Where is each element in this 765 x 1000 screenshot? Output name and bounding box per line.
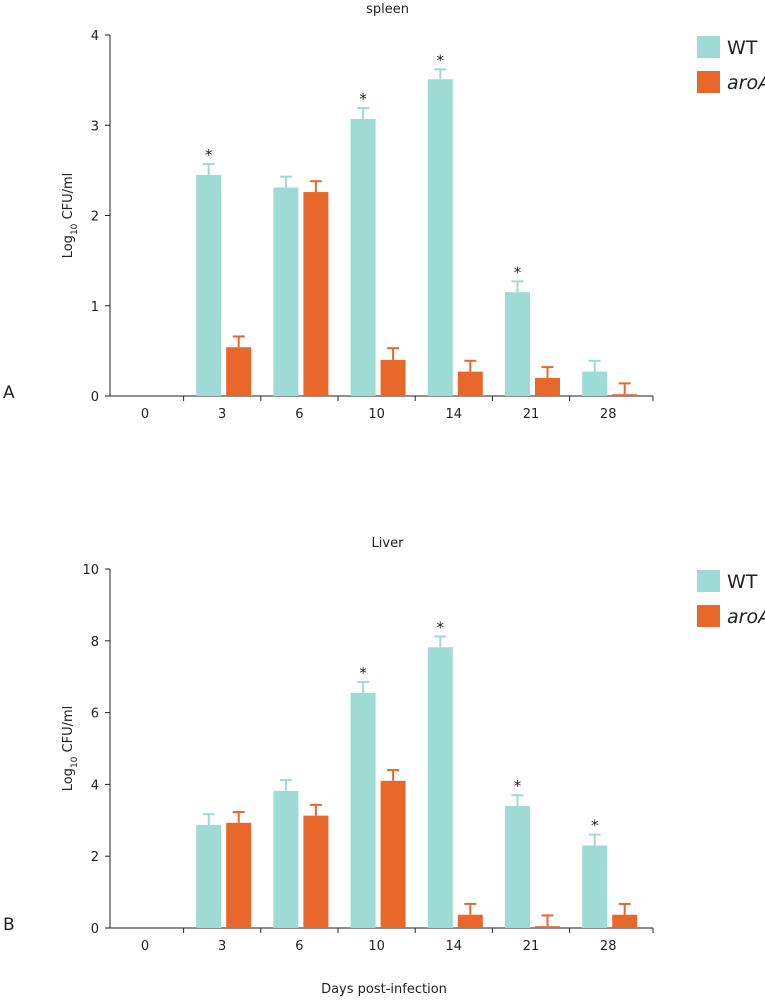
wt-bar <box>350 118 376 397</box>
wt-bar <box>505 805 530 928</box>
x-tick-label: 6 <box>295 407 303 422</box>
y-tick-label: 1 <box>91 300 99 315</box>
y-tick-label: 4 <box>91 29 99 44</box>
aroa-bar <box>457 914 483 928</box>
x-tick-label: 28 <box>600 407 617 422</box>
y-tick-label: 8 <box>91 635 99 650</box>
panel-letter: B <box>3 915 15 935</box>
y-tick-label: 2 <box>91 210 99 225</box>
y-tick-label: 2 <box>91 850 99 865</box>
wt-bar <box>273 187 299 396</box>
wt-bar <box>427 647 453 928</box>
significance-star: * <box>359 90 367 108</box>
aroa-bar <box>612 914 638 928</box>
significance-star: * <box>437 51 445 69</box>
x-tick-label: 3 <box>218 407 226 422</box>
y-tick-label: 4 <box>91 778 99 793</box>
panel-letter: A <box>3 383 15 403</box>
wt-bar <box>505 292 530 396</box>
wt-bar <box>582 371 608 396</box>
y-axis-label: Log10 CFU/ml <box>61 173 80 259</box>
aroa-bar <box>535 926 560 928</box>
significance-star: * <box>591 817 599 835</box>
x-tick-label: 28 <box>600 939 617 954</box>
aroa-bar <box>380 780 406 928</box>
chart-title: spleen <box>366 2 409 17</box>
significance-star: * <box>437 618 445 636</box>
legend-label-aroa: aroA <box>727 72 765 94</box>
x-tick-label: 14 <box>446 939 463 954</box>
aroa-bar <box>303 815 329 928</box>
legend-swatch-aroa <box>697 605 720 627</box>
legend-label-aroa: aroA <box>727 606 765 628</box>
aroa-bar <box>457 371 483 396</box>
aroa-bar <box>303 192 329 396</box>
x-tick-label: 0 <box>141 939 149 954</box>
wt-bar <box>427 79 453 396</box>
y-tick-label: 10 <box>82 563 99 578</box>
legend-swatch-wt <box>697 36 720 58</box>
aroa-bar <box>612 394 638 396</box>
panel-a-chart: spleen A 0 1 2 3 4 Log10 CFU/ml 0 3 6 10 14 21 28 * * * * W… <box>3 2 765 422</box>
x-tick-label: 21 <box>523 407 540 422</box>
chart-title: Liver <box>372 536 405 551</box>
x-tick-label: 10 <box>368 407 385 422</box>
x-tick-label: 3 <box>218 939 226 954</box>
wt-bar <box>196 824 222 928</box>
legend-label-wt: WT <box>727 37 758 59</box>
significance-star: * <box>514 777 522 795</box>
x-tick-label: 10 <box>368 939 385 954</box>
x-tick-label: 21 <box>523 939 540 954</box>
panel-b-chart: Liver B 0 2 4 6 8 10 Log10 CFU/ml 0 3 6 10 14 21 28 * * * *… <box>3 536 765 954</box>
y-tick-label: 6 <box>91 707 99 722</box>
y-tick-label: 3 <box>91 119 99 134</box>
wt-bar <box>350 692 376 928</box>
significance-star: * <box>205 146 213 164</box>
aroa-bar <box>380 359 406 396</box>
x-tick-label: 6 <box>295 939 303 954</box>
aroa-bar <box>535 377 560 396</box>
aroa-bar <box>226 347 252 396</box>
x-axis-label: Days post-infection <box>321 982 447 997</box>
y-tick-label: 0 <box>91 922 99 937</box>
aroa-bar <box>226 822 252 928</box>
wt-bar <box>196 174 222 396</box>
significance-star: * <box>359 664 367 682</box>
wt-bar <box>273 790 299 928</box>
x-tick-label: 0 <box>141 407 149 422</box>
legend-swatch-aroa <box>697 71 720 93</box>
wt-bar <box>582 845 608 928</box>
y-tick-label: 0 <box>91 390 99 405</box>
y-axis-label: Log10 CFU/ml <box>61 706 80 792</box>
legend-swatch-wt <box>697 570 720 592</box>
x-tick-label: 14 <box>446 407 463 422</box>
legend-label-wt: WT <box>727 571 758 593</box>
significance-star: * <box>514 263 522 281</box>
